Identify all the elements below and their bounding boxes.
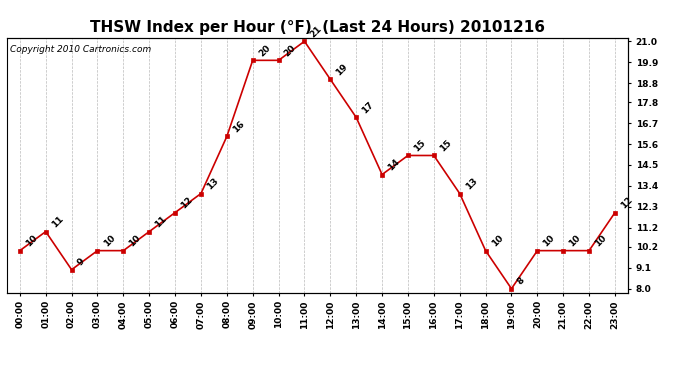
Text: 16: 16 — [231, 119, 246, 134]
Text: 15: 15 — [438, 138, 453, 153]
Text: 10: 10 — [24, 233, 39, 249]
Text: 9: 9 — [76, 256, 87, 267]
Text: 10: 10 — [101, 233, 117, 249]
Text: 10: 10 — [490, 233, 505, 249]
Text: 11: 11 — [50, 214, 65, 230]
Text: 8: 8 — [515, 276, 526, 286]
Text: 20: 20 — [283, 43, 298, 58]
Text: 19: 19 — [335, 62, 350, 77]
Text: 10: 10 — [593, 233, 609, 249]
Text: 13: 13 — [205, 176, 220, 191]
Text: 15: 15 — [412, 138, 427, 153]
Text: Copyright 2010 Cartronics.com: Copyright 2010 Cartronics.com — [10, 45, 151, 54]
Text: 10: 10 — [542, 233, 557, 249]
Text: 11: 11 — [153, 214, 168, 230]
Text: 13: 13 — [464, 176, 479, 191]
Title: THSW Index per Hour (°F)  (Last 24 Hours) 20101216: THSW Index per Hour (°F) (Last 24 Hours)… — [90, 20, 545, 35]
Text: 21: 21 — [308, 24, 324, 39]
Text: 20: 20 — [257, 43, 272, 58]
Text: 12: 12 — [619, 195, 634, 210]
Text: 10: 10 — [567, 233, 582, 249]
Text: 12: 12 — [179, 195, 195, 210]
Text: 10: 10 — [128, 233, 143, 249]
Text: 14: 14 — [386, 157, 402, 172]
Text: 17: 17 — [360, 100, 375, 115]
